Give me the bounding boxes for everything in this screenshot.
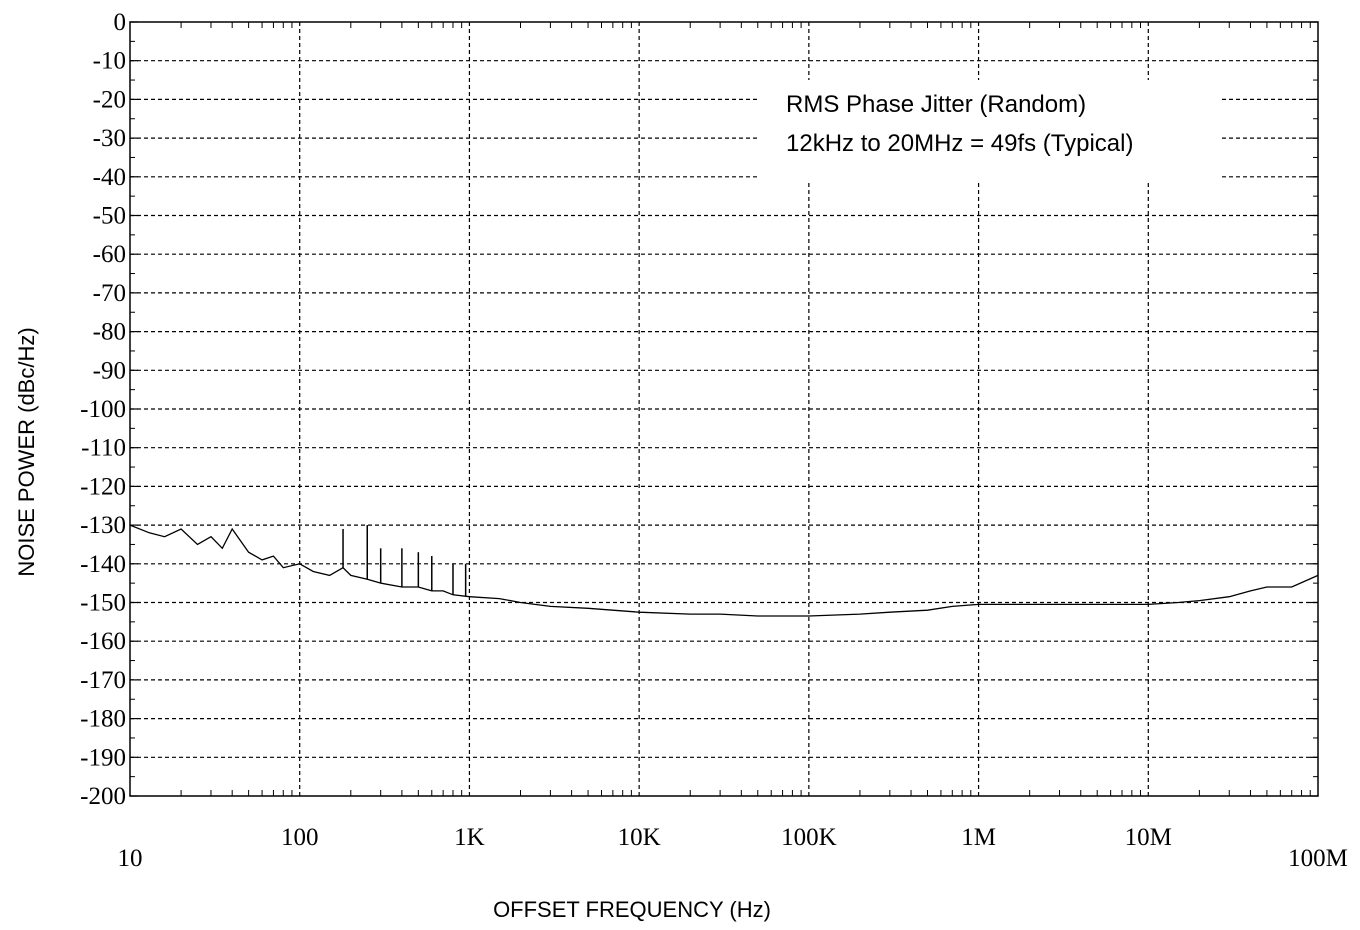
y-tick-label: -90 — [93, 357, 126, 384]
y-tick-label: -20 — [93, 86, 126, 113]
y-tick-label: -110 — [81, 435, 126, 462]
x-tick-labels: 10 100 1K 10K 100K 1M 10M 100M — [118, 824, 1348, 872]
x-tick-label: 10K — [618, 824, 661, 851]
x-axis-title: OFFSET FREQUENCY (Hz) — [493, 897, 771, 922]
x-tick-label: 100M — [1288, 845, 1348, 872]
y-tick-label: -150 — [80, 590, 126, 617]
annotation-background — [760, 80, 1220, 182]
y-tick-label: -30 — [93, 125, 126, 152]
y-tick-label: -50 — [93, 203, 126, 230]
minor-ticks — [130, 21, 1318, 797]
x-tick-label: 10M — [1125, 824, 1172, 851]
y-tick-label: -40 — [93, 164, 126, 191]
y-tick-label: -200 — [80, 783, 126, 810]
x-tick-label: 1M — [961, 824, 996, 851]
y-tick-label: -70 — [93, 280, 126, 307]
annotation-line-2: 12kHz to 20MHz = 49fs (Typical) — [786, 130, 1133, 157]
plot-frame — [129, 21, 1319, 797]
y-tick-label: -100 — [80, 396, 126, 423]
series-line — [129, 524, 1319, 617]
annotation-box: RMS Phase Jitter (Random) 12kHz to 20MHz… — [760, 80, 1220, 182]
y-tick-label: 0 — [114, 9, 127, 36]
y-tick-label: -160 — [80, 628, 126, 655]
y-tick-label: -190 — [80, 744, 126, 771]
y-tick-label: -170 — [80, 667, 126, 694]
y-tick-labels: 0 -10 -20 -30 -40 -50 -60 -70 -80 -90 -100 -110 -120… — [80, 9, 126, 810]
y-tick-label: -140 — [80, 551, 126, 578]
y-tick-label: -120 — [80, 473, 126, 500]
x-tick-label: 100 — [281, 824, 319, 851]
x-tick-label: 100K — [781, 824, 837, 851]
grid-lines — [130, 22, 1318, 796]
y-tick-label: -10 — [93, 48, 126, 75]
y-tick-label: -80 — [93, 319, 126, 346]
x-tick-label: 1K — [454, 824, 485, 851]
series-layer — [129, 524, 1319, 617]
annotation-line-1: RMS Phase Jitter (Random) — [786, 91, 1086, 118]
x-tick-label: 10 — [118, 845, 143, 872]
y-tick-label: -60 — [93, 241, 126, 268]
y-axis-title: NOISE POWER (dBc/Hz) — [14, 327, 39, 576]
y-tick-label: -180 — [80, 706, 126, 733]
y-tick-label: -130 — [80, 512, 126, 539]
